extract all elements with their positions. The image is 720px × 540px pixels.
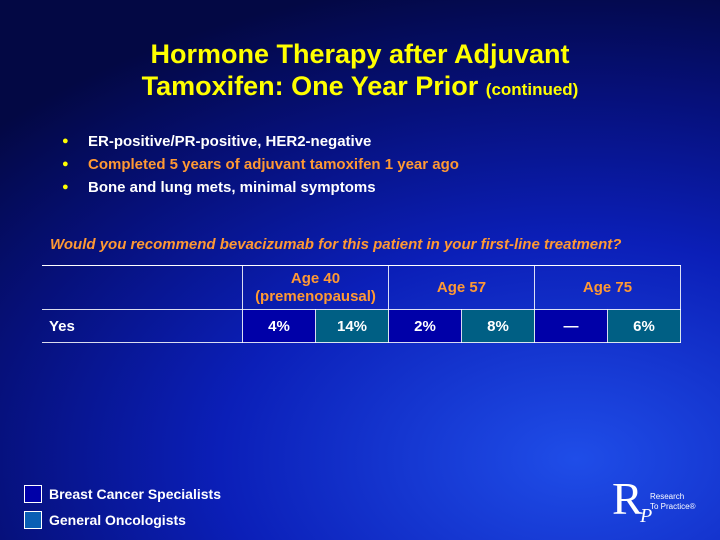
cell: — [534, 309, 608, 343]
data-row: Yes 4% 14% 2% 8% —6% [42, 309, 681, 343]
title-line: Hormone Therapy after Adjuvant [150, 39, 570, 69]
bullet: ER-positive/PR-positive, HER2-negative [62, 130, 459, 153]
blank-cell [42, 265, 243, 310]
bullet: Bone and lung mets, minimal symptoms [62, 176, 459, 199]
question: Would you recommend bevacizumab for this… [50, 236, 622, 253]
group-header: Age 40 (premenopausal) [242, 265, 389, 310]
legend-label: Breast Cancer Specialists [49, 486, 221, 502]
header-row: Age 40 (premenopausal) Age 57 Age 75 [42, 265, 681, 310]
cell: 2% [388, 309, 462, 343]
title-line: Tamoxifen: One Year Prior (continued) [0, 70, 720, 106]
group-header: Age 57 [388, 265, 535, 310]
cell: 8% [461, 309, 535, 343]
row-label: Yes [42, 309, 243, 343]
logo-letter: R [612, 473, 643, 524]
legend-label: General Oncologists [49, 512, 186, 528]
cell: 14% [315, 309, 389, 343]
title: Hormone Therapy after Adjuvant Tamoxifen… [0, 38, 720, 106]
header-line: (premenopausal) [255, 287, 376, 305]
header-line: Age 75 [582, 278, 633, 296]
bullet: Completed 5 years of adjuvant tamoxifen … [62, 153, 459, 176]
header-line: Age 40 [290, 269, 341, 287]
logo-letter: P [640, 505, 653, 527]
title-suffix: (continued) [485, 80, 579, 99]
results-table: Age 40 (premenopausal) Age 57 Age 75 Yes 4% 1… [42, 265, 681, 343]
logo-line: Research [650, 492, 685, 501]
cell: 4% [242, 309, 316, 343]
bullet-list: ER-positive/PR-positive, HER2-negative C… [62, 130, 459, 199]
logo-text: Research To Practice® [650, 492, 695, 512]
title-text: Tamoxifen: One Year Prior [141, 71, 479, 101]
header-line: Age 57 [436, 278, 487, 296]
legend-swatch [24, 511, 42, 529]
group-header: Age 75 [534, 265, 681, 310]
legend-swatch [24, 485, 42, 503]
logo-line: To Practice® [650, 502, 696, 511]
cell: 6% [607, 309, 681, 343]
